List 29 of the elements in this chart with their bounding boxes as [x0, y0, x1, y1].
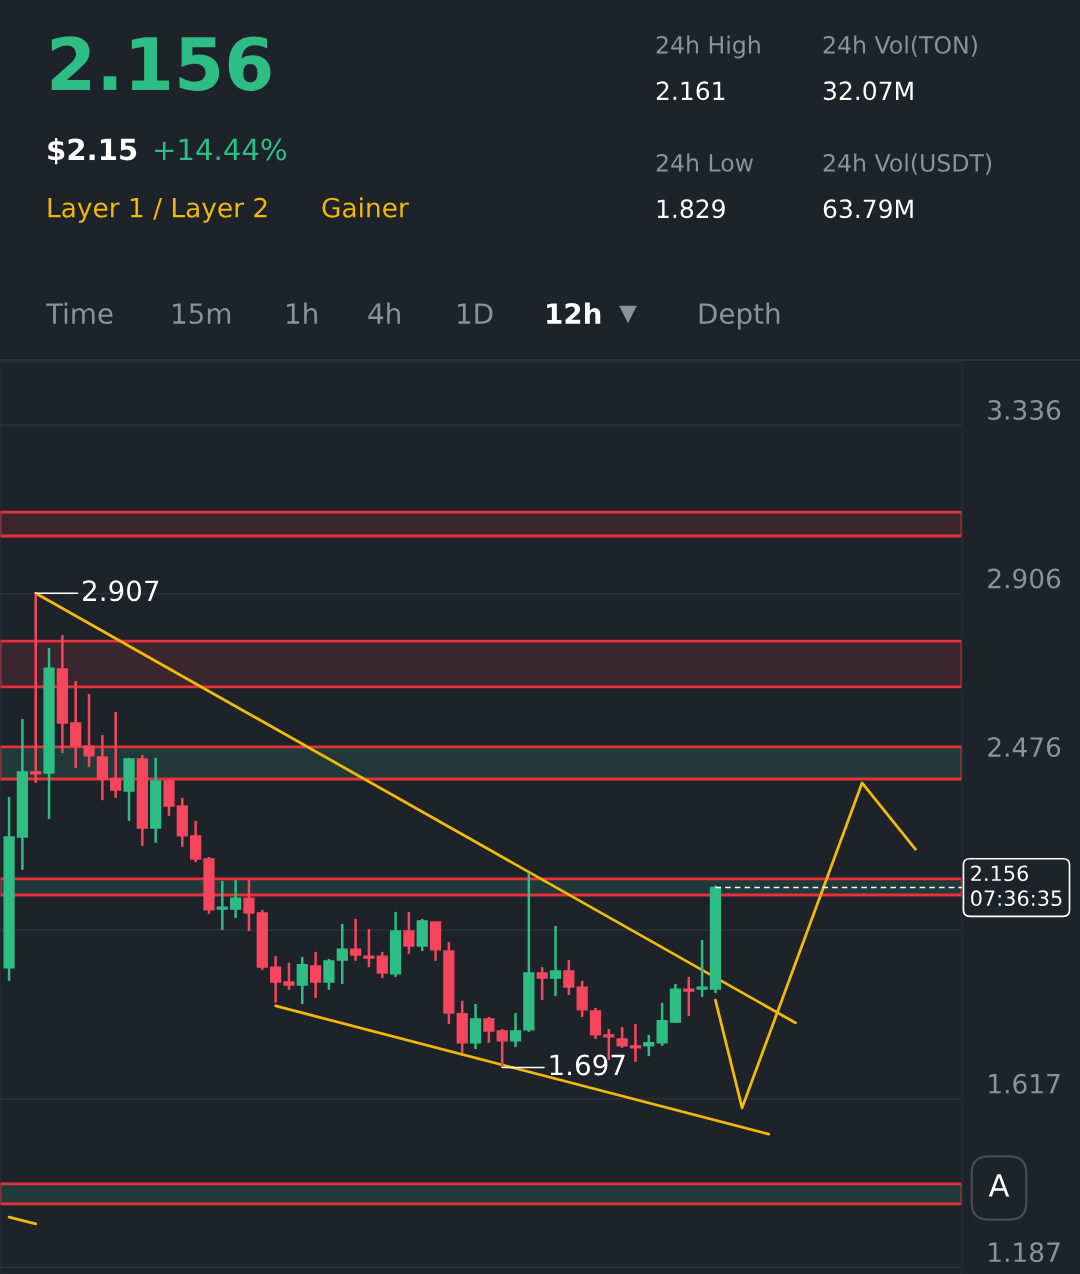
- y-tick-label: 1.187: [989, 1242, 1060, 1263]
- text: Gainer: [322, 197, 409, 218]
- y-tick-label: 2.906: [988, 568, 1061, 589]
- text: 1D: [458, 303, 493, 324]
- text: Depth: [699, 302, 780, 330]
- text: 24h Vol(TON): [823, 35, 977, 57]
- text: 24h High: [656, 35, 760, 59]
- y-tick-label: 1.617: [989, 1073, 1060, 1094]
- annotation: 2.907: [83, 580, 159, 602]
- ref-line-label: 2.156 07:36:35: [971, 865, 1062, 907]
- text: 1h: [287, 302, 317, 324]
- text: 4h: [368, 302, 400, 324]
- text: 1.829: [657, 199, 725, 219]
- text: A: [988, 1174, 1010, 1197]
- text: $2.15: [48, 137, 137, 165]
- text: 24h Low: [656, 153, 754, 172]
- text: Time: [45, 302, 113, 325]
- text: 63.79M: [823, 199, 913, 219]
- text: Layer 1 / Layer 2: [48, 197, 267, 223]
- y-tick-label: 3.336: [988, 400, 1061, 420]
- text: 24h Vol(USDT): [823, 153, 992, 175]
- annotation: 1.697: [550, 1054, 625, 1076]
- text: 2.156: [51, 36, 271, 91]
- y-tick-label: 2.476: [988, 737, 1061, 758]
- text: 32.07M: [823, 81, 913, 101]
- text: 12h: [547, 302, 601, 324]
- text: +14.44%: [155, 138, 287, 161]
- text: 2.161: [656, 81, 725, 101]
- text: 15m: [173, 303, 231, 325]
